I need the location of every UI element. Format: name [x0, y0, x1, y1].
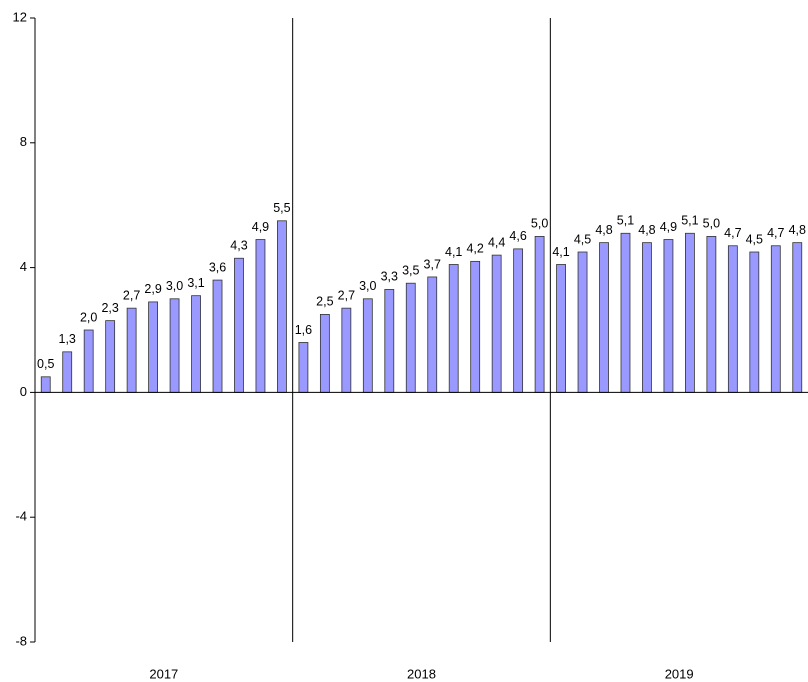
- y-tick-label: -8: [15, 633, 27, 648]
- value-label: 4,1: [445, 245, 462, 259]
- value-label: 4,5: [574, 232, 591, 246]
- value-label: 4,9: [660, 220, 677, 234]
- value-label: 2,7: [338, 288, 355, 302]
- bar: [556, 264, 566, 393]
- value-label: 4,4: [488, 235, 505, 249]
- value-label: 4,5: [746, 232, 763, 246]
- bar: [427, 276, 438, 393]
- bar: [491, 254, 502, 393]
- bar: [513, 248, 524, 393]
- bar: [105, 320, 116, 393]
- y-tick-label: 8: [20, 134, 27, 149]
- value-label: 5,0: [531, 217, 548, 231]
- y-tick-label: 0: [20, 384, 27, 399]
- value-label: 4,7: [767, 226, 784, 240]
- value-label: 1,3: [59, 332, 76, 346]
- value-label: 3,3: [381, 270, 398, 284]
- value-label: 3,6: [209, 260, 226, 274]
- bar: [191, 295, 201, 393]
- value-label: 3,0: [166, 279, 183, 293]
- bar: [620, 232, 631, 393]
- value-label: 5,1: [617, 214, 634, 228]
- value-label: 4,3: [230, 239, 247, 253]
- value-label: 3,7: [424, 257, 441, 271]
- bar: [577, 251, 588, 393]
- value-label: 2,7: [123, 288, 140, 302]
- value-label: 3,0: [359, 279, 376, 293]
- value-label: 4,2: [466, 242, 483, 256]
- bar: [663, 239, 674, 393]
- value-label: 0,5: [37, 357, 54, 371]
- bar: [642, 242, 652, 393]
- value-label: 4,1: [552, 245, 569, 259]
- bar: [126, 307, 137, 393]
- bar: [40, 376, 51, 393]
- group-label: 2017: [149, 666, 178, 681]
- bar: [599, 242, 609, 393]
- bar: [298, 342, 309, 393]
- bar: [319, 313, 330, 393]
- value-label: 3,1: [187, 276, 204, 290]
- value-label: 1,6: [295, 323, 312, 337]
- value-label: 3,5: [402, 263, 419, 277]
- bar: [255, 239, 266, 393]
- bar: [234, 257, 244, 393]
- bar: [384, 289, 395, 393]
- bar: [749, 251, 760, 393]
- value-label: 5,5: [273, 201, 290, 215]
- bar: [62, 351, 73, 393]
- bar: [277, 220, 287, 393]
- value-label: 4,8: [595, 223, 612, 237]
- bar: [685, 232, 695, 393]
- value-label: 5,0: [703, 217, 720, 231]
- bar: [212, 279, 223, 393]
- bar: [448, 264, 459, 393]
- bar: [727, 245, 738, 393]
- y-tick-label: -4: [15, 509, 27, 524]
- value-label: 2,0: [80, 310, 97, 324]
- bar: [362, 298, 373, 393]
- value-label: 2,3: [101, 301, 118, 315]
- value-label: 4,9: [252, 220, 269, 234]
- value-label: 2,9: [144, 282, 161, 296]
- bar: [792, 242, 803, 393]
- value-label: 4,7: [724, 226, 741, 240]
- value-label: 5,1: [681, 214, 698, 228]
- bar: [148, 301, 158, 393]
- value-label: 4,8: [638, 223, 655, 237]
- bar: [534, 235, 545, 393]
- y-tick-label: 4: [20, 259, 27, 274]
- bar: [83, 329, 94, 393]
- value-label: 2,5: [316, 295, 333, 309]
- bar: [706, 235, 717, 393]
- value-label: 4,6: [509, 229, 526, 243]
- group-label: 2019: [665, 666, 694, 681]
- y-tick-label: 12: [13, 9, 27, 24]
- bar: [405, 282, 416, 393]
- bar: [770, 245, 781, 393]
- group-label: 2018: [407, 666, 436, 681]
- bar: [341, 307, 352, 393]
- bar: [169, 298, 180, 393]
- bar: [470, 260, 481, 393]
- value-label: 4,8: [789, 223, 806, 237]
